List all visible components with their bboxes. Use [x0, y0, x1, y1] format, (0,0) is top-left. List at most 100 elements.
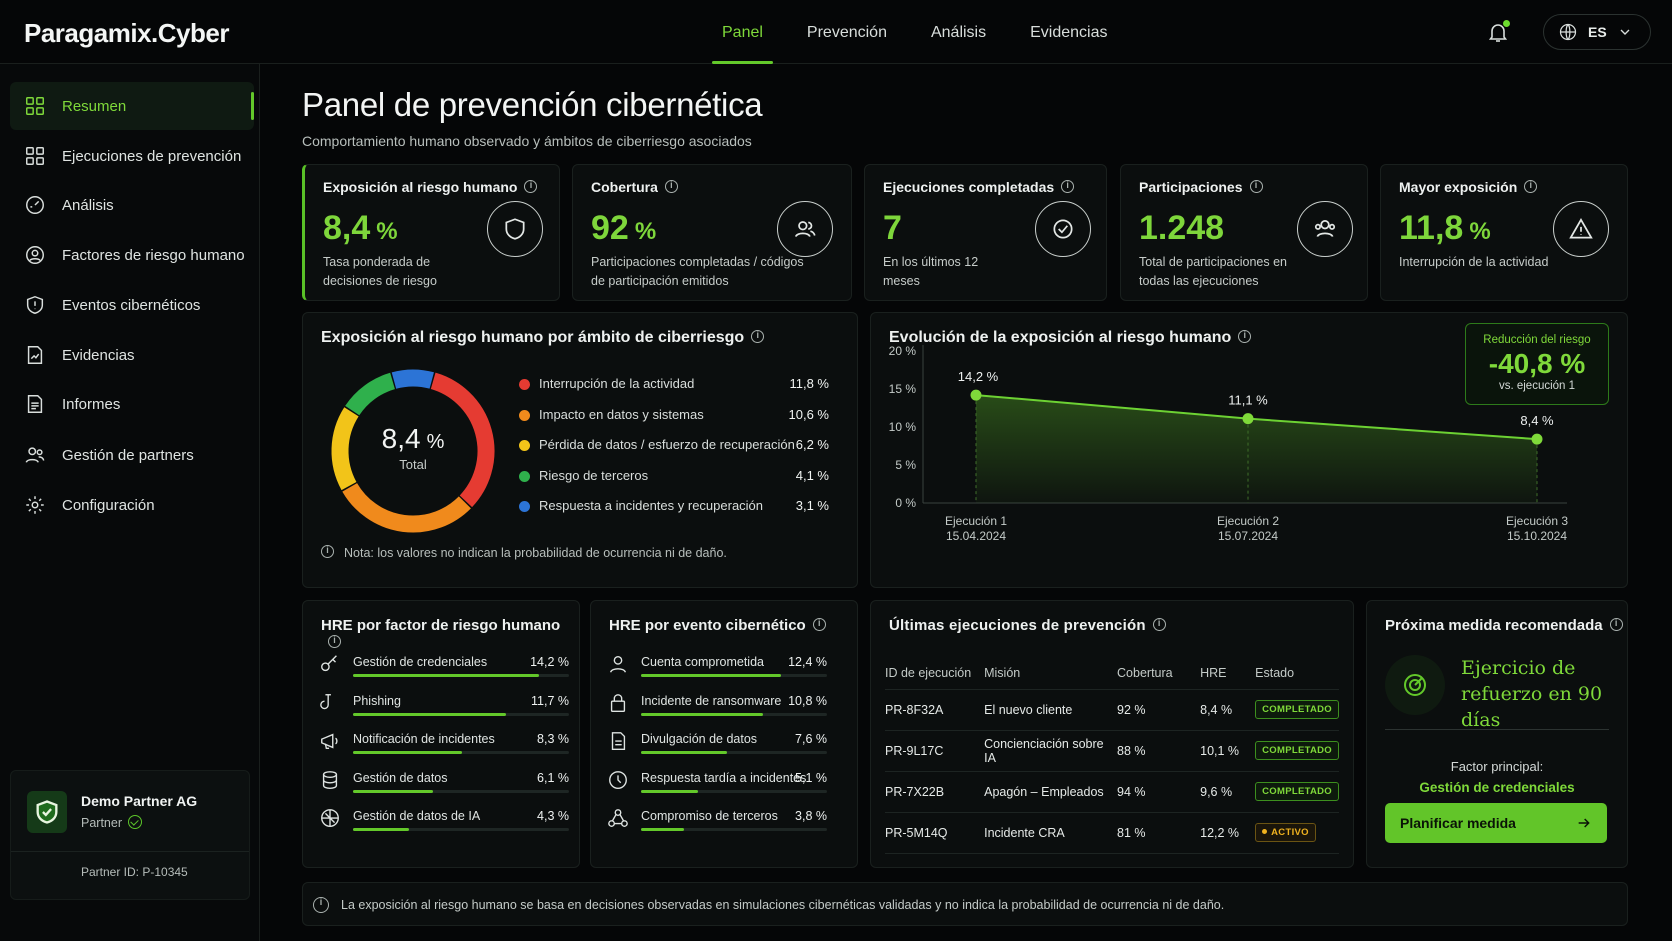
hre-row-label: Gestión de credenciales: [353, 655, 488, 669]
sidebar-item-resumen[interactable]: Resumen: [10, 82, 254, 130]
legend-dot: [519, 440, 530, 451]
nav-tab-evidencias[interactable]: Evidencias: [1030, 24, 1108, 41]
grid-icon: [26, 97, 44, 115]
card-title: Exposición al riesgo humano por ámbito d…: [321, 329, 765, 347]
check-circle-icon: [1035, 201, 1091, 257]
kpi-card-exposicion: Exposición al riesgo humano 8,4% Tasa po…: [302, 164, 560, 301]
page-title: Panel de prevención cibernética: [302, 86, 763, 123]
card-title: HRE por factor de riesgo humano: [321, 617, 579, 651]
data-point[interactable]: [1242, 413, 1254, 425]
hre-row-value: 4,3 %: [537, 809, 569, 823]
mission-cell: Concienciación sobre IA: [984, 730, 1118, 772]
partner-card[interactable]: Demo Partner AG Partner Partner ID: P-10…: [10, 770, 250, 900]
hre-row-value: 5,1 %: [795, 770, 827, 785]
kpi-desc: Tasa ponderada de decisiones de riesgo: [323, 255, 437, 288]
footer-text: La exposición al riesgo humano se basa e…: [341, 898, 1225, 912]
nav-tab-panel[interactable]: Panel: [700, 0, 785, 64]
y-tick-label: 0 %: [895, 496, 916, 510]
hre-row[interactable]: Gestión de datos 6,1 %: [319, 769, 569, 805]
mission-cell: El nuevo cliente: [984, 689, 1118, 731]
hre-cell: 10,1 %: [1200, 730, 1256, 772]
table-row[interactable]: PR-7X22B Apagón – Empleados 94 % 9,6 % COMPL…: [885, 771, 1339, 813]
hre-bar: [353, 712, 507, 716]
sidebar-item-label: Evidencias: [62, 346, 135, 364]
network-icon: [608, 809, 628, 827]
kpi-card-participaciones: Participaciones 1.248 Total de participa…: [1120, 164, 1368, 301]
users-icon: [25, 447, 45, 463]
col-header: Misión: [984, 657, 1118, 690]
hre-row[interactable]: Divulgación de datos 7,6 %: [607, 730, 827, 766]
kpi-desc: Interrupción de la actividad: [1399, 255, 1549, 269]
donut-slice[interactable]: [342, 482, 471, 533]
sidebar-item-label: Gestión de partners: [62, 446, 194, 464]
legend-value: 11,8 %: [789, 376, 829, 391]
sidebar-item-partners[interactable]: Gestión de partners: [10, 431, 254, 479]
data-label: 8,4 %: [1520, 413, 1554, 428]
chart-document-icon: [27, 346, 43, 364]
hre-track: [641, 751, 827, 754]
next-headline: Ejercicio de refuerzo en 90 días: [1461, 657, 1603, 731]
plan-measure-button[interactable]: Planificar medida: [1385, 803, 1607, 843]
sidebar-item-label: Análisis: [62, 196, 114, 214]
col-header: Estado: [1255, 657, 1339, 690]
sidebar-item-factores[interactable]: Factores de riesgo humano: [10, 231, 254, 279]
hre-row[interactable]: Phishing 11,7 %: [319, 692, 569, 728]
hre-cell: 8,4 %: [1200, 689, 1256, 731]
bell-icon[interactable]: [1486, 20, 1510, 44]
coverage-cell: 94 %: [1117, 771, 1201, 813]
clock-icon: [609, 770, 627, 789]
donut-slice[interactable]: [331, 407, 359, 491]
hre-row[interactable]: Notificación de incidentes 8,3 %: [319, 730, 569, 766]
divider: [11, 851, 249, 852]
donut-slice[interactable]: [430, 372, 495, 508]
hre-row[interactable]: Gestión de credenciales 14,2 %: [319, 653, 569, 689]
donut-slice[interactable]: [345, 372, 396, 416]
hre-bar: [641, 789, 699, 793]
legend-label: Pérdida de datos / esfuerzo de recuperac…: [539, 437, 795, 452]
hre-row[interactable]: Respuesta tardía a incidentes 5,1 %: [607, 769, 827, 805]
shield-icon: [487, 201, 543, 257]
language-code: ES: [1588, 24, 1607, 40]
next-measure-card: Próxima medida recomendada Ejercicio de …: [1366, 600, 1628, 868]
info-icon: [1609, 618, 1623, 631]
hre-row[interactable]: Compromiso de terceros 3,8 %: [607, 807, 827, 843]
kpi-desc: Participaciones completadas / códigos de…: [591, 255, 804, 288]
file-icon: [611, 732, 626, 750]
sidebar-item-evidencias[interactable]: Evidencias: [10, 331, 254, 379]
sidebar-item-label: Resumen: [62, 97, 127, 115]
hre-bar: [353, 751, 462, 754]
sidebar-item-analisis[interactable]: Análisis: [10, 181, 254, 229]
sidebar-item-informes[interactable]: Informes: [10, 380, 254, 428]
table-row[interactable]: PR-9L17C Concienciación sobre IA 88 % 10,1 …: [885, 730, 1339, 772]
kpi-label: Cobertura: [591, 179, 678, 195]
data-point[interactable]: [1531, 433, 1543, 445]
factor-value: Gestión de credenciales: [1419, 780, 1575, 795]
sidebar-item-eventos[interactable]: Eventos cibernéticos: [10, 281, 254, 329]
hre-row-value: 10,8 %: [788, 693, 827, 708]
user-icon: [609, 655, 627, 673]
legend-item: Interrupción de la actividad 11,8 %: [519, 375, 829, 395]
table-row[interactable]: PR-5M14Q Incidente CRA 81 % 12,2 % ACTIVO: [885, 812, 1339, 854]
info-icon: [812, 618, 826, 631]
table-row[interactable]: PR-8F32A El nuevo cliente 92 % 8,4 % COMPLET…: [885, 689, 1339, 731]
status-badge: COMPLETADO: [1255, 700, 1339, 719]
data-point[interactable]: [970, 389, 982, 401]
partner-role: Partner: [81, 815, 142, 830]
donut-chart: [331, 369, 495, 533]
sidebar-item-configuracion[interactable]: Configuración: [10, 481, 254, 529]
nav-tab-analisis[interactable]: Análisis: [930, 24, 987, 41]
hre-row[interactable]: Incidente de ransomware 10,8 %: [607, 692, 827, 728]
hre-track: [641, 674, 827, 677]
execution-id-cell: PR-8F32A: [885, 689, 985, 731]
sidebar-item-ejecuciones[interactable]: Ejecuciones de prevención: [10, 132, 254, 180]
hre-row[interactable]: Gestión de datos de IA 4,3 %: [319, 807, 569, 843]
user-group-icon: [777, 201, 833, 257]
app-logo[interactable]: Paragamix.Cyber: [24, 18, 229, 48]
donut-slice[interactable]: [391, 369, 434, 389]
nav-tab-prevencion[interactable]: Prevención: [806, 24, 887, 41]
hre-row[interactable]: Cuenta comprometida 12,4 %: [607, 653, 827, 689]
legend-value: 4,1 %: [795, 467, 829, 483]
status-cell: ACTIVO: [1255, 812, 1339, 854]
language-selector[interactable]: ES: [1543, 14, 1651, 50]
line-chart-card: Evolución de la exposición al riesgo hum…: [870, 312, 1628, 588]
